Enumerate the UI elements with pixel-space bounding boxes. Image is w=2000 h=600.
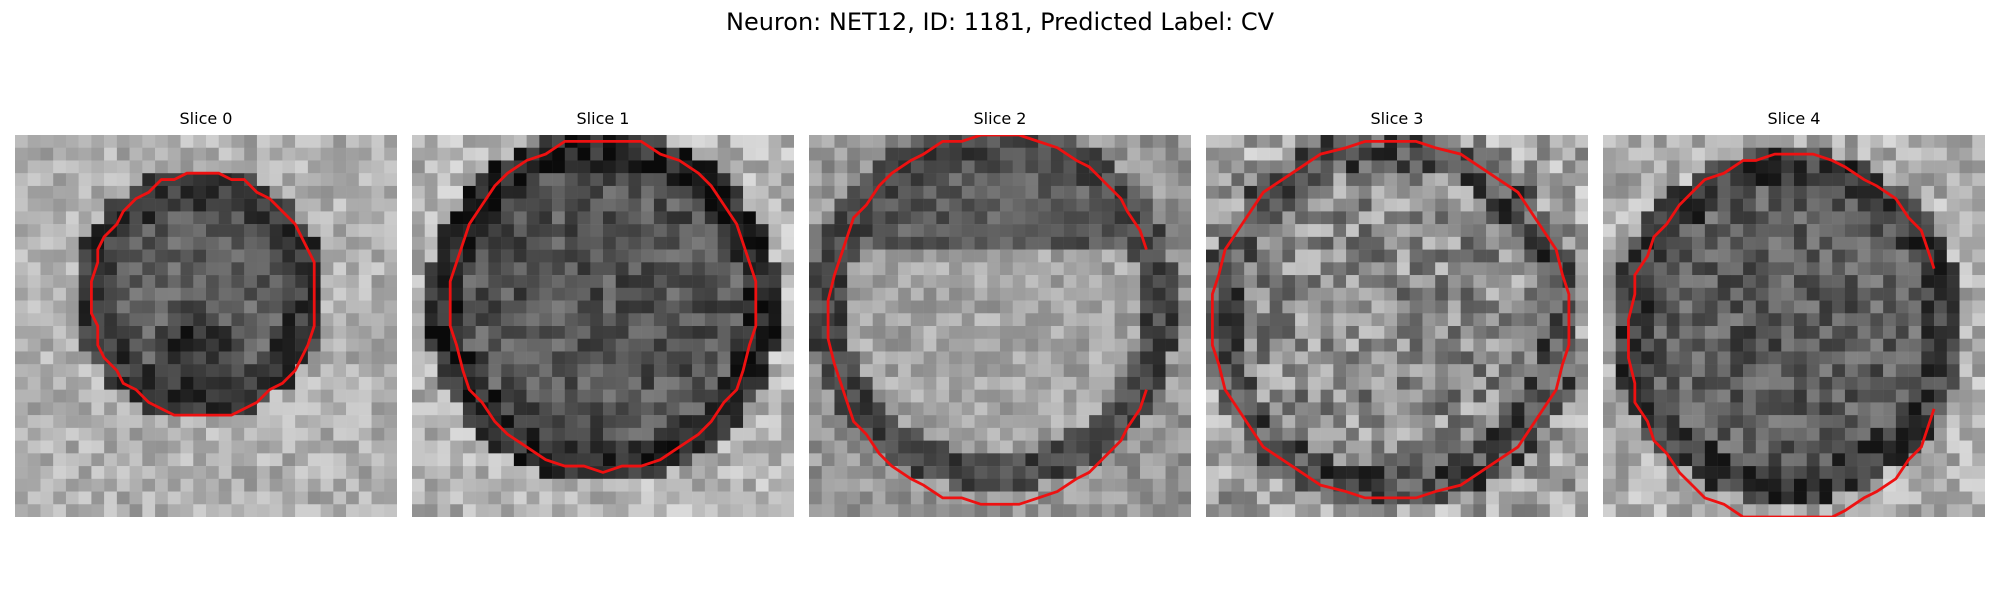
slice-panel-0: Slice 0: [15, 108, 397, 517]
slice-title-0: Slice 0: [179, 109, 233, 128]
slice-image-4: [1603, 135, 1985, 517]
figure-title: Neuron: NET12, ID: 1181, Predicted Label…: [726, 8, 1274, 36]
slice-panel-3: Slice 3: [1206, 108, 1588, 517]
slice-panel-1: Slice 1: [412, 108, 794, 517]
contour-outline-3: [1210, 139, 1571, 500]
contour-outline-4: [1627, 152, 1936, 517]
slice-image-1: [412, 135, 794, 517]
slice-title-1: Slice 1: [576, 109, 630, 128]
slice-title-3: Slice 3: [1370, 109, 1424, 128]
contour-outline-2: [826, 135, 1148, 506]
slice-title-2: Slice 2: [973, 109, 1027, 128]
slice-panel-2: Slice 2: [809, 108, 1191, 517]
slice-title-4: Slice 4: [1767, 109, 1821, 128]
slice-image-0: [15, 135, 397, 517]
slice-panel-4: Slice 4: [1603, 108, 1985, 517]
contour-outline-1: [448, 139, 758, 474]
slice-image-2: [809, 135, 1191, 517]
contour-outline-0: [89, 171, 316, 417]
slice-image-3: [1206, 135, 1588, 517]
